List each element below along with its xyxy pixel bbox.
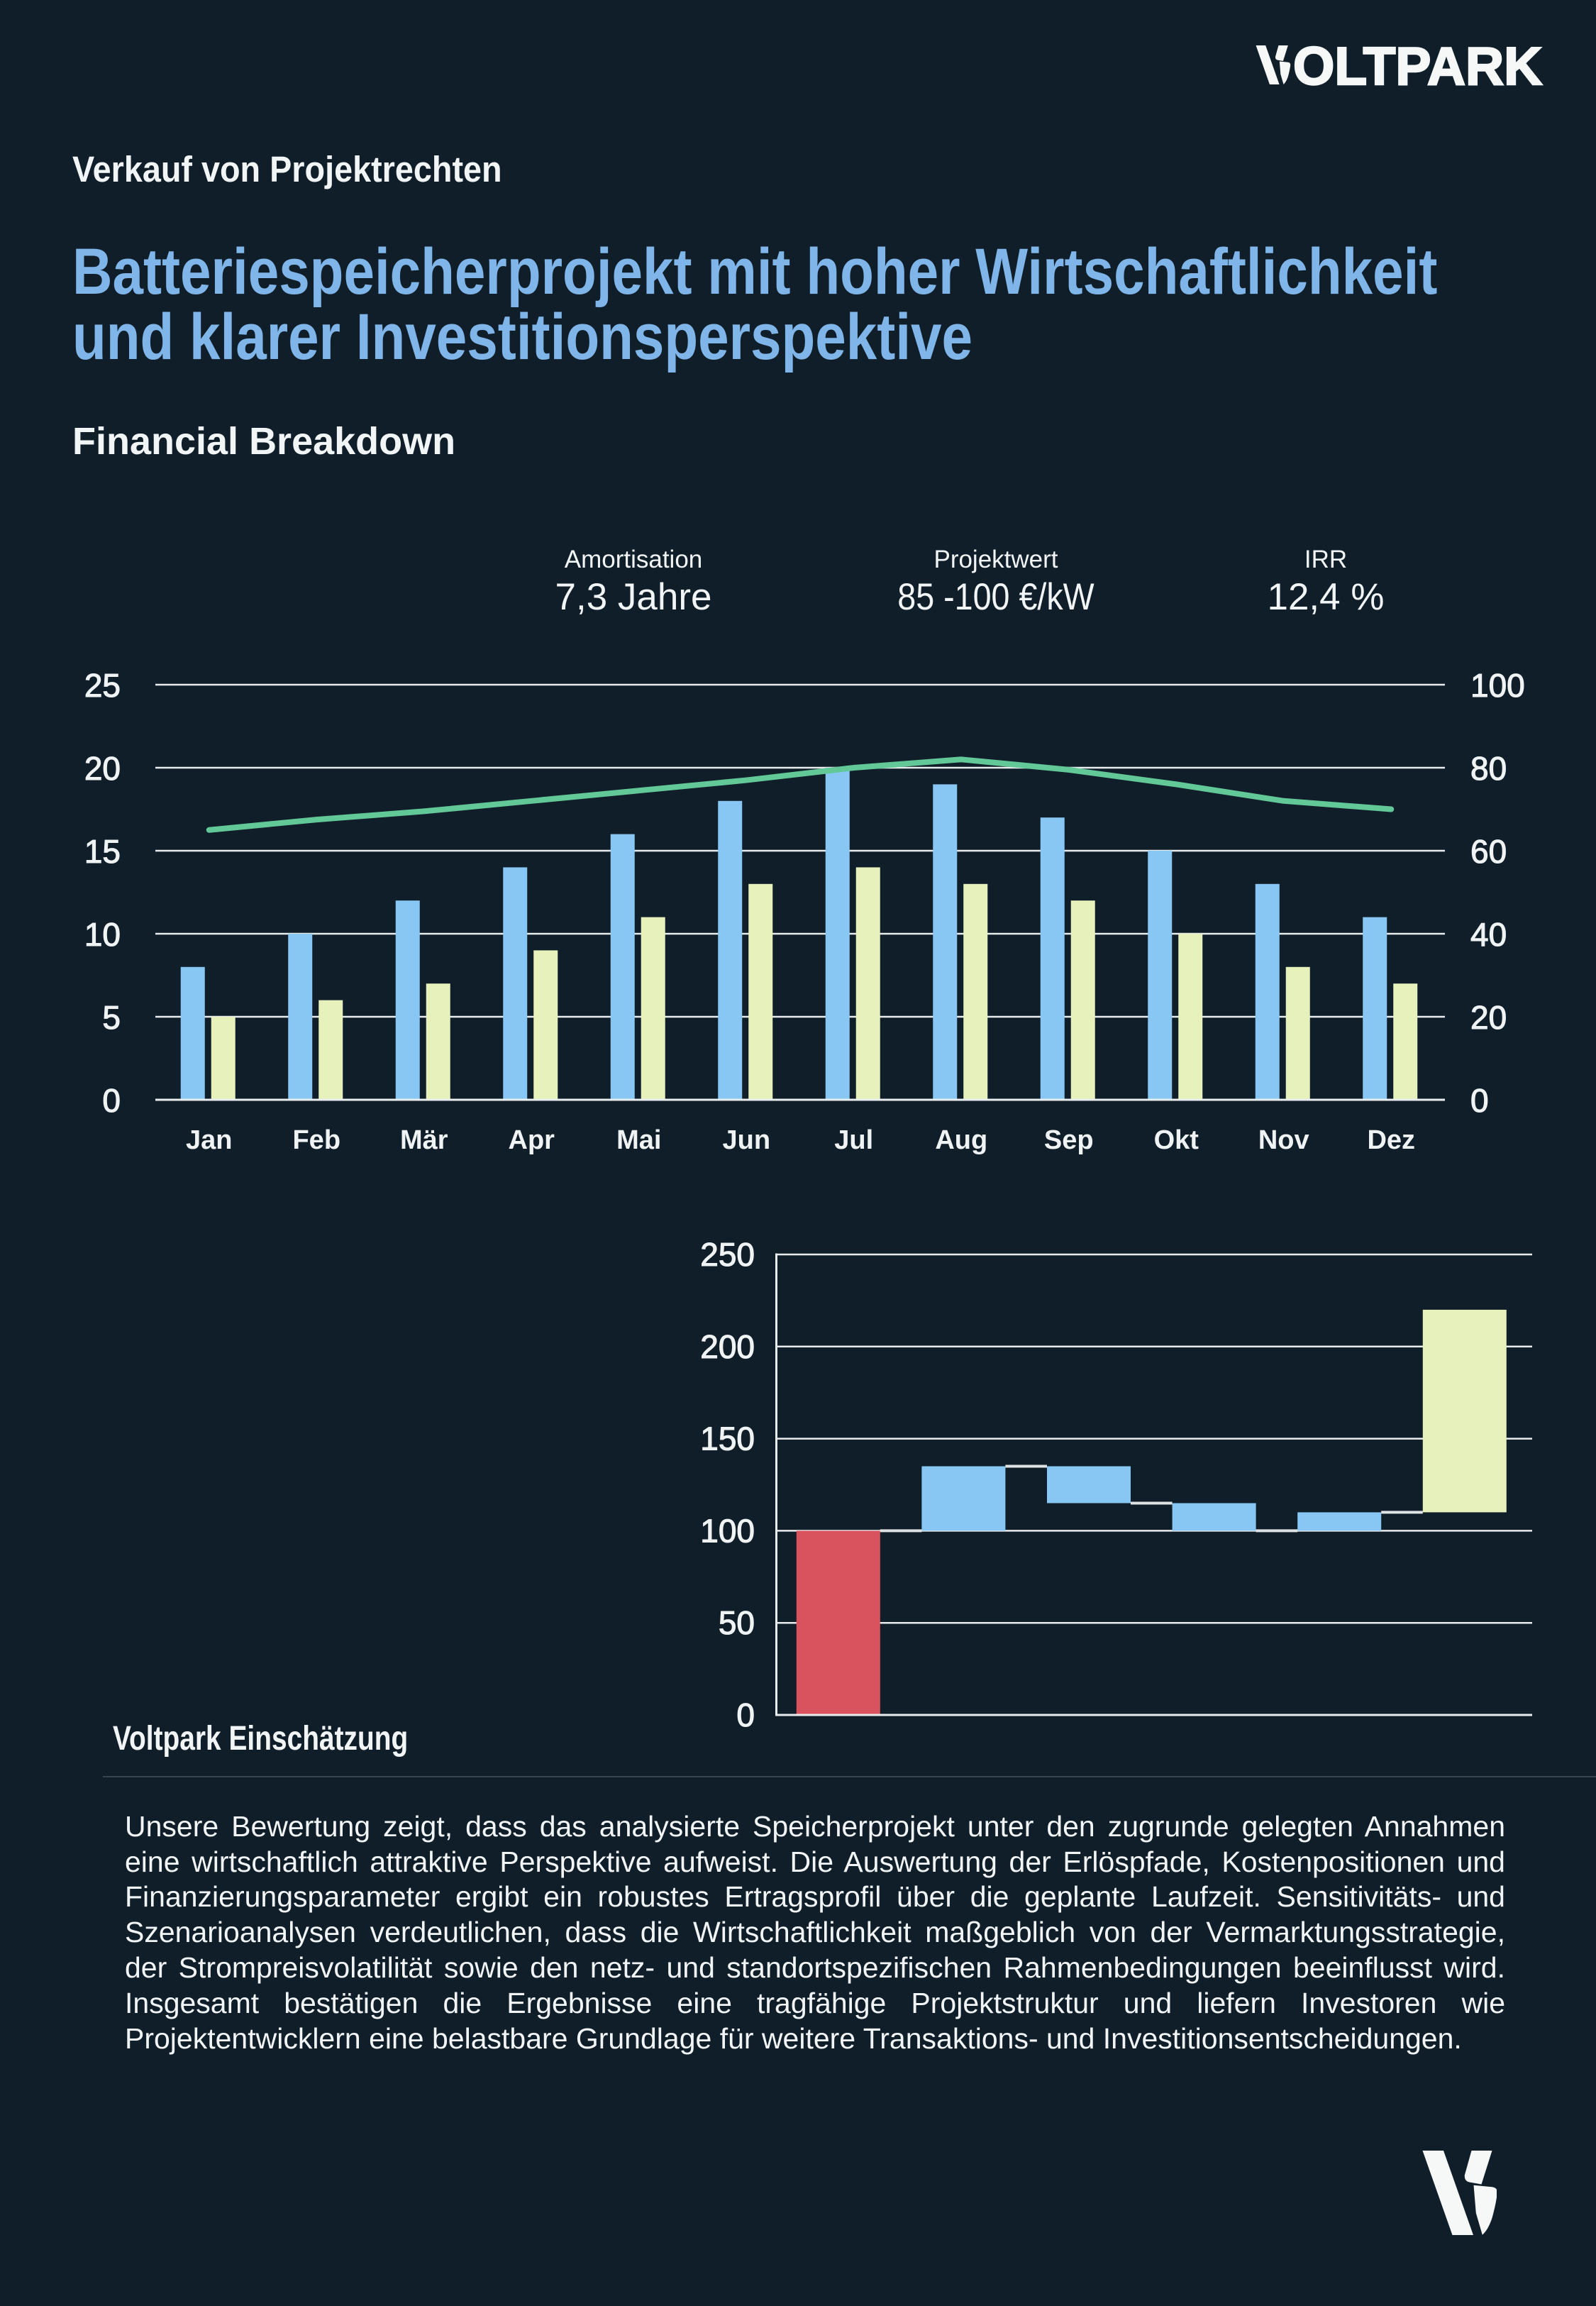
svg-text:100: 100 <box>700 1512 755 1549</box>
svg-text:Feb: Feb <box>292 1125 340 1155</box>
svg-text:Dez: Dez <box>1367 1125 1415 1155</box>
svg-text:Mai: Mai <box>616 1125 661 1155</box>
svg-text:Mär: Mär <box>400 1125 448 1155</box>
svg-text:15: 15 <box>84 833 121 870</box>
svg-text:50: 50 <box>719 1604 755 1641</box>
svg-text:60: 60 <box>1470 833 1507 870</box>
svg-text:OLTPARK: OLTPARK <box>1293 39 1542 92</box>
svg-text:150: 150 <box>700 1420 755 1457</box>
svg-text:100: 100 <box>1470 667 1525 704</box>
svg-text:Apr: Apr <box>509 1125 555 1155</box>
svg-text:Jan: Jan <box>186 1125 232 1155</box>
svg-text:0: 0 <box>736 1697 755 1733</box>
svg-text:10: 10 <box>84 916 121 953</box>
svg-text:20: 20 <box>84 750 121 787</box>
svg-text:0: 0 <box>102 1082 121 1119</box>
svg-text:Jun: Jun <box>722 1125 770 1155</box>
svg-text:20: 20 <box>1470 999 1507 1036</box>
svg-text:Okt: Okt <box>1154 1125 1199 1155</box>
svg-text:200: 200 <box>700 1328 755 1365</box>
svg-text:5: 5 <box>102 999 121 1036</box>
svg-text:Sep: Sep <box>1044 1125 1094 1155</box>
svg-text:Jul: Jul <box>834 1125 873 1155</box>
svg-text:250: 250 <box>700 1236 755 1273</box>
svg-text:Aug: Aug <box>935 1125 987 1155</box>
svg-text:0: 0 <box>1470 1082 1489 1119</box>
svg-text:Nov: Nov <box>1258 1125 1309 1155</box>
svg-text:25: 25 <box>84 667 121 704</box>
svg-text:40: 40 <box>1470 916 1507 953</box>
svg-text:80: 80 <box>1470 750 1507 787</box>
